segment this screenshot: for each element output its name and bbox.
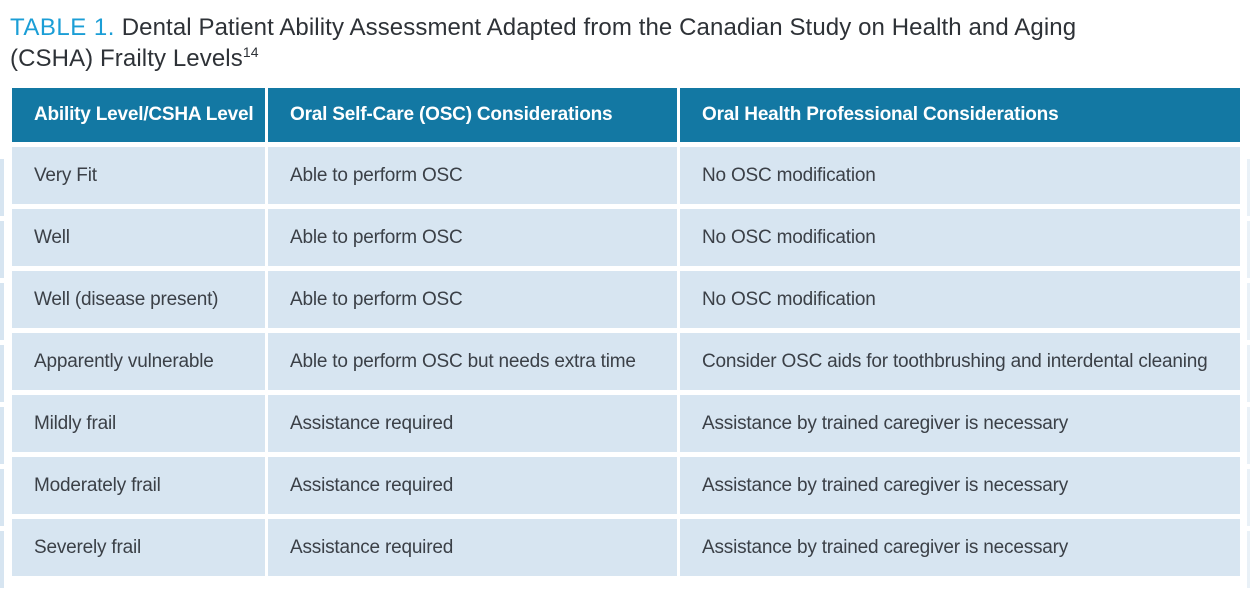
table-cell-ability-level: Well: [12, 209, 265, 266]
column-header-osc-considerations: Oral Self-Care (OSC) Considerations: [268, 88, 677, 142]
table-cell-osc: Assistance required: [268, 395, 677, 452]
table-cell-osc: Able to perform OSC: [268, 147, 677, 204]
citation-superscript: 14: [242, 44, 259, 60]
table-cell-professional: No OSC modification: [680, 271, 1240, 328]
left-edge-row-artifact: [0, 159, 4, 588]
table-cell-professional: Consider OSC aids for toothbrushing and …: [680, 333, 1240, 390]
table-cell-osc: Able to perform OSC but needs extra time: [268, 333, 677, 390]
table-cell-professional: Assistance by trained caregiver is neces…: [680, 395, 1240, 452]
table-cell-professional: Assistance by trained caregiver is neces…: [680, 519, 1240, 576]
table-caption-line1: Dental Patient Ability Assessment Adapte…: [121, 14, 1077, 41]
table-cell-osc: Able to perform OSC: [268, 209, 677, 266]
table-cell-ability-level: Severely frail: [12, 519, 265, 576]
column-header-ability-level: Ability Level/CSHA Level: [12, 88, 265, 142]
table-cell-osc: Able to perform OSC: [268, 271, 677, 328]
table-cell-osc: Assistance required: [268, 519, 677, 576]
table-cell-osc: Assistance required: [268, 457, 677, 514]
table-cell-professional: No OSC modification: [680, 209, 1240, 266]
table-cell-ability-level: Moderately frail: [12, 457, 265, 514]
column-header-professional-considerations: Oral Health Professional Considerations: [680, 88, 1240, 142]
table-cell-ability-level: Apparently vulnerable: [12, 333, 265, 390]
right-edge-row-artifact: [1247, 159, 1250, 588]
table-cell-ability-level: Very Fit: [12, 147, 265, 204]
table-cell-ability-level: Well (disease present): [12, 271, 265, 328]
table-cell-professional: Assistance by trained caregiver is neces…: [680, 457, 1240, 514]
table-cell-professional: No OSC modification: [680, 147, 1240, 204]
table-caption-line2: (CSHA) Frailty Levels: [10, 45, 243, 72]
table-cell-ability-level: Mildly frail: [12, 395, 265, 452]
table-title: TABLE 1. Dental Patient Ability Assessme…: [10, 12, 1240, 74]
frailty-assessment-table: Ability Level/CSHA Level Oral Self-Care …: [12, 88, 1240, 576]
table-number-label: TABLE 1.: [10, 14, 115, 41]
